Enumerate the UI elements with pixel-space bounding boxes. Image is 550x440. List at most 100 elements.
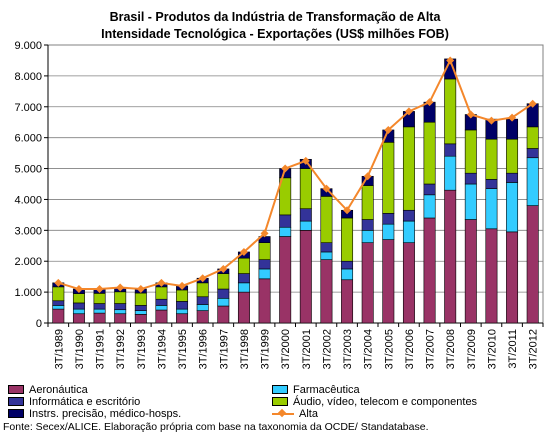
- bar-segment: [402, 209, 415, 222]
- legend-label: Instrs. precisão, médico-hosps.: [29, 407, 182, 420]
- bar-segment: [341, 268, 354, 281]
- bar-segment: [52, 305, 65, 310]
- bar-segment: [176, 313, 189, 324]
- bar-segment: [464, 183, 477, 220]
- plot-area: 0 1.000 2.000 3.000 4.000 5.000 6.000 7.000 8.00…: [14, 40, 544, 369]
- bar-segment: [237, 273, 250, 284]
- legend-line-swatch: [272, 408, 294, 418]
- legend-label: Farmacêutica: [293, 383, 360, 396]
- bar-segment: [506, 231, 519, 324]
- legend-item-farmaceutica: Farmacêutica: [272, 383, 360, 396]
- bar-segment: [485, 138, 498, 180]
- bar-segment: [237, 257, 250, 274]
- bar-segment: [361, 185, 374, 220]
- legend-item-instrumentos: Instrs. precisão, médico-hosps.: [8, 407, 181, 420]
- bar-segment: [382, 142, 395, 214]
- legend-swatch: [8, 409, 24, 418]
- x-tick-label: 3T/2008: [445, 329, 457, 369]
- bar-segment: [176, 289, 189, 302]
- y-tick-label: 5.000: [14, 164, 42, 176]
- bar-segment: [444, 155, 457, 191]
- legend: Aeronáutica Informática e escritório Ins…: [6, 380, 546, 425]
- bar-segment: [444, 78, 457, 145]
- bar-segment: [217, 297, 230, 307]
- bar-segment: [320, 196, 333, 243]
- x-tick-label: 3T/2004: [363, 329, 375, 369]
- bar-segment: [155, 298, 168, 306]
- bar-segment: [52, 300, 65, 306]
- bar-segment: [382, 239, 395, 324]
- x-tick-label: 3T/2006: [404, 329, 416, 369]
- x-tick-label: 3T/1990: [74, 329, 86, 369]
- line-point: [384, 125, 393, 134]
- legend-label: Áudio, vídeo, telecom e componentes: [293, 395, 478, 408]
- bar-segment: [402, 126, 415, 211]
- bar-segment: [279, 236, 292, 324]
- bar-segment: [52, 286, 65, 302]
- plot-frame: [47, 44, 544, 324]
- y-tick-label: 2.000: [14, 256, 42, 268]
- bar-segment: [114, 291, 127, 304]
- y-tick-label: 1.000: [14, 287, 42, 299]
- x-tick-label: 3T/2005: [383, 329, 395, 369]
- line-point: [178, 281, 187, 290]
- bar-segment: [402, 242, 415, 324]
- bar-segment: [526, 157, 539, 206]
- bar-segment: [485, 228, 498, 324]
- bar-segment: [526, 205, 539, 324]
- line-point: [487, 116, 496, 125]
- bar-segment: [114, 303, 127, 311]
- legend-swatch: [272, 385, 288, 394]
- bar-segment: [93, 293, 106, 304]
- line-point: [54, 278, 63, 287]
- bar-segment: [464, 172, 477, 185]
- x-tick-label: 3T/1992: [115, 329, 127, 369]
- bar-segment: [279, 226, 292, 237]
- legend-item-informatica: Informática e escritório: [8, 395, 140, 408]
- bar-segment: [72, 313, 85, 324]
- bar-segment: [361, 242, 374, 324]
- bar-segment: [155, 286, 168, 300]
- bar-segment: [93, 312, 106, 324]
- line-point: [466, 110, 475, 119]
- line-point: [219, 264, 228, 273]
- bar-segment: [299, 230, 312, 324]
- x-tick-label: 3T/2010: [486, 329, 498, 369]
- bar-segment: [299, 168, 312, 210]
- x-tick-label: 3T/2009: [466, 329, 478, 369]
- bar-segment: [299, 220, 312, 231]
- bar-segment: [72, 293, 85, 304]
- bar-segment: [134, 314, 147, 324]
- legend-item-alta: Alta: [272, 407, 318, 420]
- bar-segment: [299, 208, 312, 222]
- line-point: [116, 283, 125, 292]
- bar-segment: [506, 138, 519, 174]
- x-tick-label: 3T/1996: [198, 329, 210, 369]
- bar-segment: [134, 292, 147, 306]
- y-tick-label: 6.000: [14, 133, 42, 145]
- legend-label: Alta: [299, 407, 318, 420]
- bar-segment: [93, 303, 106, 310]
- bar-segment: [506, 172, 519, 183]
- x-tick-label: 3T/2007: [425, 329, 437, 369]
- bar-segment: [196, 296, 209, 305]
- bar-segment: [361, 230, 374, 243]
- bar-segment: [279, 214, 292, 228]
- x-tick-label: 3T/1989: [53, 329, 65, 369]
- bar-segment: [341, 217, 354, 262]
- bar-segment: [176, 301, 189, 310]
- bar-segment: [526, 126, 539, 149]
- y-tick-label: 3.000: [14, 225, 42, 237]
- bar-segment: [382, 213, 395, 225]
- bar-segment: [341, 279, 354, 324]
- bar-segment: [320, 242, 333, 253]
- x-tick-label: 3T/1997: [218, 329, 230, 369]
- bar-segment: [72, 308, 85, 315]
- y-tick-label: 8.000: [14, 71, 42, 83]
- bar-segment: [196, 310, 209, 324]
- bar-segment: [341, 260, 354, 270]
- bar-segment: [93, 308, 106, 314]
- bar-segment: [114, 313, 127, 324]
- bar-segment: [464, 129, 477, 174]
